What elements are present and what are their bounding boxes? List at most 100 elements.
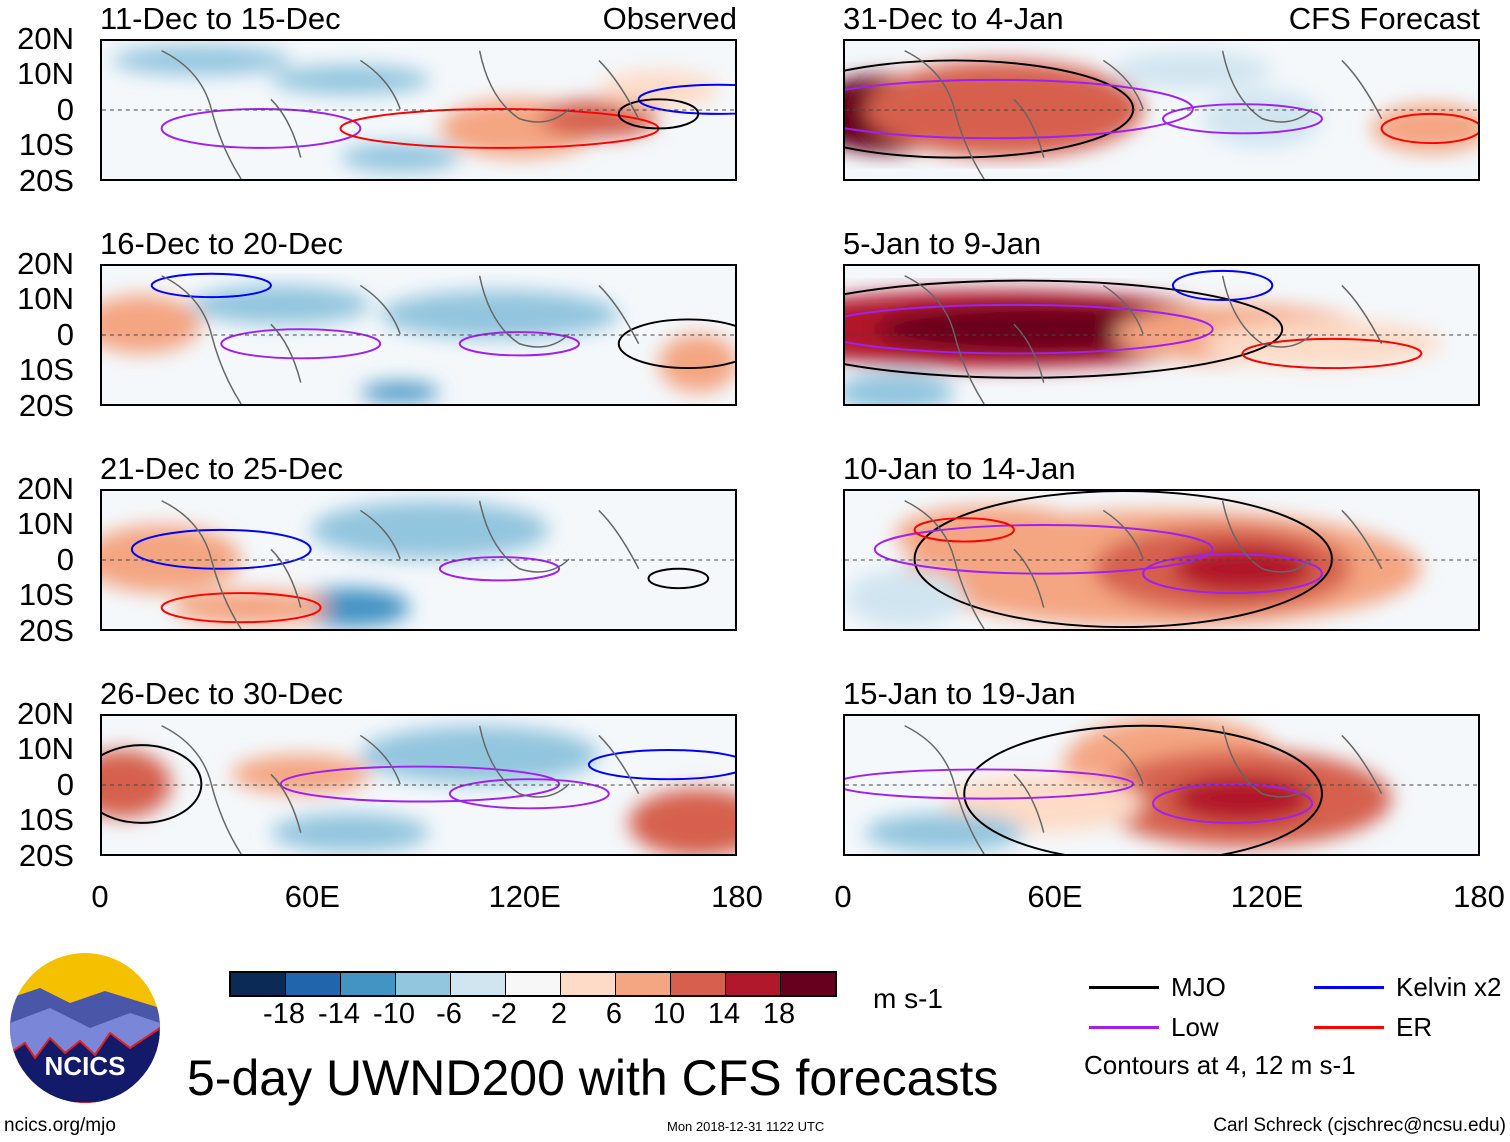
filtered-wave-contour — [845, 303, 1214, 355]
wind-anomaly-region — [310, 500, 550, 560]
map-panel — [100, 489, 737, 631]
figure-title: 5-day UWND200 with CFS forecasts — [187, 1050, 999, 1106]
wind-anomaly-region — [658, 334, 735, 393]
footer-author: Carl Schreck (cjschrec@ncsu.edu) — [1213, 1115, 1506, 1136]
colorbar-swatch — [616, 973, 671, 995]
lat-label: 20N — [17, 471, 74, 506]
coastline — [161, 275, 640, 404]
wind-anomaly-region — [102, 750, 172, 819]
filtered-wave-contour — [873, 524, 1214, 575]
wind-anomaly-region — [102, 295, 202, 354]
map-panel — [100, 714, 737, 856]
legend-label: Low — [1171, 1012, 1219, 1042]
coastline — [161, 50, 640, 179]
legend-label: Kelvin x2 — [1396, 972, 1502, 1002]
lat-label: 20S — [18, 163, 74, 198]
lon-label: 60E — [284, 879, 340, 914]
filtered-wave-contour — [1161, 103, 1323, 135]
lat-label: 10S — [18, 577, 74, 612]
map-panel — [843, 714, 1480, 856]
filtered-wave-contour — [845, 59, 1135, 159]
contour-note: Contours at 4, 12 m s-1 — [1084, 1050, 1356, 1080]
panel-title: 21-Dec to 25-Dec — [100, 451, 343, 486]
panel-title: 26-Dec to 30-Dec — [100, 676, 343, 711]
coastline — [904, 725, 1383, 854]
filtered-wave-contour — [647, 567, 710, 590]
lat-label: 10N — [17, 56, 74, 91]
map-panel — [843, 39, 1480, 181]
wind-anomaly-region — [111, 45, 291, 76]
coastline — [904, 500, 1383, 629]
colorbar-swatch — [561, 973, 616, 995]
wind-anomaly-region — [864, 813, 1024, 853]
wind-anomaly-region — [845, 568, 965, 628]
filtered-wave-contour — [458, 331, 580, 357]
colorbar-label: -10 — [373, 998, 415, 1030]
filtered-wave-contour — [845, 279, 1284, 379]
map-panel — [100, 264, 737, 406]
lon-label: 120E — [488, 879, 561, 914]
lat-label: 0 — [56, 317, 74, 352]
wind-anomaly-region — [171, 590, 331, 626]
lat-label: 20S — [18, 388, 74, 423]
colorbar-swatch — [506, 973, 561, 995]
colorbar-label: 2 — [550, 998, 568, 1030]
coastline — [904, 275, 1383, 404]
filtered-wave-contour — [160, 108, 362, 149]
lat-label: 10S — [18, 127, 74, 162]
filtered-wave-contour — [448, 778, 610, 810]
wind-anomaly-region — [539, 99, 659, 139]
colorbar-swatch — [341, 973, 396, 995]
footer-url[interactable]: ncics.org/mjo — [4, 1115, 116, 1136]
legend-line — [1089, 1026, 1159, 1029]
filtered-wave-contour — [617, 98, 700, 130]
colorbar-swatch — [726, 973, 781, 995]
lat-label: 0 — [56, 767, 74, 802]
panel-title: 10-Jan to 14-Jan — [843, 451, 1076, 486]
panel-title: 16-Dec to 20-Dec — [100, 226, 343, 261]
legend-label: MJO — [1171, 972, 1226, 1002]
colorbar-label: -14 — [318, 998, 360, 1030]
wind-anomaly-region — [380, 290, 619, 339]
filtered-wave-contour — [220, 328, 382, 360]
colorbar — [229, 971, 837, 997]
panel-title: 15-Jan to 19-Jan — [843, 676, 1076, 711]
lat-label: 10N — [17, 506, 74, 541]
filtered-wave-contour — [845, 768, 1135, 800]
colorbar-label: 10 — [652, 998, 686, 1030]
coastline — [161, 500, 640, 629]
lat-label: 10S — [18, 352, 74, 387]
filtered-wave-contour — [150, 272, 272, 299]
colorbar-swatch — [451, 973, 506, 995]
lat-label: 10N — [17, 281, 74, 316]
lon-label: 180 — [711, 879, 763, 914]
lon-label: 120E — [1230, 879, 1304, 914]
wind-anomaly-region — [360, 382, 440, 403]
colorbar-label: 18 — [762, 998, 796, 1030]
filtered-wave-contour — [1380, 112, 1478, 145]
legend-line — [1089, 986, 1159, 989]
filtered-wave-contour — [160, 592, 322, 624]
lat-label: 20N — [17, 696, 74, 731]
ncics-logo: NCICS — [10, 953, 160, 1103]
filtered-wave-contour — [845, 78, 1194, 140]
map-panel — [843, 489, 1480, 631]
panel-title: 11-Dec to 15-Dec — [100, 1, 341, 36]
logo-text: NCICS — [45, 1051, 126, 1081]
wind-anomaly-region — [360, 725, 599, 785]
colorbar-label: -2 — [491, 998, 517, 1030]
units-label: m s-1 — [873, 983, 943, 1014]
legend-line — [1314, 986, 1384, 989]
filtered-wave-contour — [637, 83, 735, 115]
lat-label: 20N — [17, 21, 74, 56]
map-panel — [843, 264, 1480, 406]
lat-label: 0 — [56, 542, 74, 577]
lon-label: 60E — [1027, 879, 1083, 914]
panel-tag: CFS Forecast — [1288, 1, 1480, 36]
filtered-wave-contour — [102, 744, 203, 824]
wind-anomaly-region — [290, 588, 411, 628]
filtered-wave-contour — [963, 724, 1323, 854]
colorbar-swatch — [286, 973, 341, 995]
wind-anomaly-region — [1113, 50, 1273, 90]
